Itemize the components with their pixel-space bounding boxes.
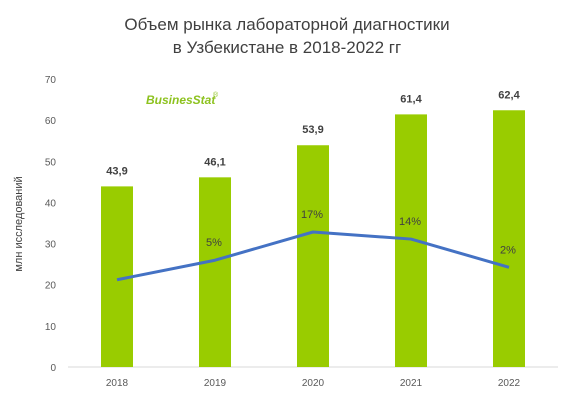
bar-value-label: 61,4	[400, 93, 422, 105]
bar-value-label: 53,9	[302, 124, 323, 136]
line-series: 5% 17% 14% 2%	[116, 209, 516, 282]
y-tick-label: 10	[45, 322, 57, 333]
logo-registered: ®	[213, 91, 219, 99]
bar-series	[101, 110, 525, 368]
x-tick-label: 2020	[302, 378, 325, 389]
y-tick-label: 50	[45, 157, 57, 168]
chart-title: Объем рынка лабораторной диагностики в У…	[124, 15, 449, 57]
y-axis-ticks: 0 10 20 30 40 50 60 70	[45, 75, 57, 374]
bar	[395, 114, 427, 367]
y-tick-label: 70	[45, 75, 57, 86]
bar	[199, 177, 231, 367]
chart-title-line-1: Объем рынка лабораторной диагностики	[124, 15, 449, 34]
y-tick-label: 60	[45, 116, 57, 127]
growth-value-label: 17%	[301, 209, 323, 221]
y-axis-label: млн исследований	[13, 176, 25, 271]
bar	[493, 110, 525, 368]
chart-title-line-2: в Узбекистане в 2018-2022 гг	[173, 38, 401, 57]
bar	[297, 145, 329, 367]
bar-value-label: 43,9	[106, 165, 127, 177]
x-tick-label: 2019	[204, 378, 227, 389]
y-tick-label: 0	[50, 363, 56, 374]
growth-line	[116, 230, 510, 282]
growth-value-label: 14%	[399, 216, 421, 228]
bar-value-label: 62,4	[498, 89, 520, 101]
businesstat-logo: BusinesStat ®	[146, 91, 219, 107]
x-tick-label: 2018	[106, 378, 129, 389]
x-axis-ticks: 2018 2019 2020 2021 2022	[106, 378, 521, 389]
y-tick-label: 20	[45, 281, 57, 292]
x-tick-label: 2021	[400, 378, 423, 389]
growth-value-label: 5%	[206, 237, 222, 249]
growth-value-label: 2%	[500, 244, 516, 256]
logo-text: BusinesStat	[146, 93, 216, 107]
y-tick-label: 40	[45, 198, 57, 209]
y-tick-label: 30	[45, 240, 57, 251]
bar-data-labels: 43,9 46,1 53,9 61,4 62,4	[106, 89, 520, 177]
bar-value-label: 46,1	[204, 156, 225, 168]
x-tick-label: 2022	[498, 378, 521, 389]
